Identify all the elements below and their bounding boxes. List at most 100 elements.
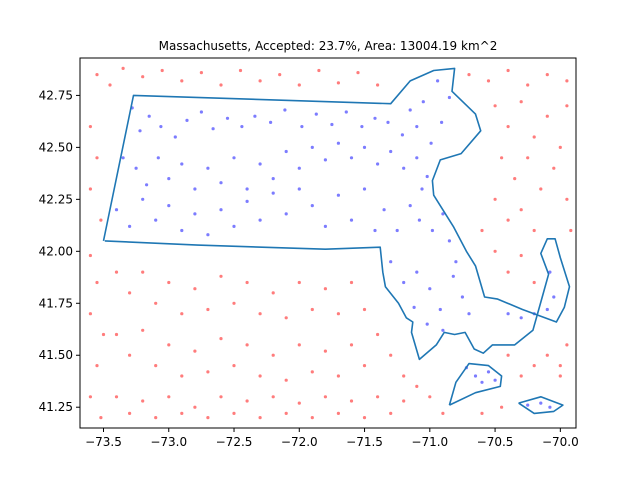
accepted-point (436, 79, 440, 83)
rejected-point (245, 343, 249, 347)
rejected-point (519, 253, 523, 258)
accepted-point (441, 212, 445, 216)
accepted-point (323, 158, 327, 162)
rejected-point (539, 187, 543, 191)
accepted-point (400, 133, 404, 137)
accepted-point (314, 112, 318, 116)
rejected-point (278, 73, 282, 77)
rejected-point (493, 104, 497, 108)
rejected-point (297, 401, 301, 405)
rejected-point (402, 399, 406, 403)
accepted-point (336, 193, 340, 197)
accepted-point (425, 174, 429, 179)
x-tick-label: −71.0 (411, 435, 448, 449)
accepted-point (420, 187, 424, 191)
rejected-point (323, 287, 327, 291)
accepted-point (167, 177, 171, 181)
plot-area (88, 66, 573, 420)
y-tick-label: 42.50 (39, 140, 73, 154)
rejected-point (389, 411, 393, 415)
accepted-point (336, 141, 340, 145)
rejected-point (362, 416, 367, 420)
rejected-point (493, 197, 497, 201)
rejected-point (500, 405, 504, 409)
accepted-point (245, 199, 249, 203)
rejected-point (154, 301, 158, 305)
rejected-point (258, 79, 262, 83)
accepted-point (323, 224, 327, 228)
rejected-point (108, 83, 112, 87)
rejected-point (500, 156, 504, 160)
rejected-point (532, 364, 536, 368)
rejected-point (232, 411, 236, 415)
x-tick-label: −73.5 (85, 435, 122, 449)
rejected-point (141, 399, 145, 403)
x-tick-label: −72.0 (281, 435, 318, 449)
rejected-point (88, 187, 92, 191)
rejected-point (245, 399, 249, 403)
accepted-point (154, 218, 158, 222)
accepted-point (219, 181, 223, 185)
accepted-point (134, 166, 138, 170)
rejected-point (545, 73, 549, 77)
rejected-point (558, 374, 562, 378)
rejected-point (245, 280, 249, 285)
accepted-point (344, 110, 348, 114)
rejected-point (513, 177, 517, 181)
accepted-point (141, 197, 145, 201)
rejected-point (128, 411, 132, 415)
rejected-point (154, 416, 158, 420)
accepted-point (421, 100, 425, 104)
accepted-point (493, 378, 497, 382)
accepted-point (389, 149, 393, 154)
accepted-point (519, 316, 523, 320)
x-tick-label: −70.0 (542, 435, 579, 449)
boundary-line (102, 67, 571, 361)
rejected-point (519, 100, 523, 104)
rejected-point (362, 307, 367, 312)
rejected-point (336, 374, 340, 378)
y-axis: 41.25 41.50 41.75 42.00 42.25 42.50 42.75 (39, 88, 80, 414)
accepted-point (386, 120, 390, 124)
rejected-point (206, 370, 210, 374)
rejected-point (141, 328, 145, 332)
accepted-point (225, 116, 230, 120)
accepted-point (415, 156, 419, 160)
rejected-point (141, 270, 145, 274)
rejected-point (336, 312, 340, 316)
accepted-point (167, 204, 171, 208)
rejected-point (297, 343, 301, 347)
rejected-point (428, 395, 432, 399)
accepted-point (454, 260, 458, 264)
rejected-point (480, 411, 484, 415)
rejected-point (258, 312, 262, 316)
rejected-point (310, 416, 314, 420)
rejected-point (99, 218, 103, 222)
rejected-point (506, 353, 510, 357)
x-tick-label: −73.0 (150, 435, 187, 449)
rejected-point (349, 343, 354, 347)
accepted-point (402, 166, 406, 170)
rejected-point (114, 270, 119, 274)
rejected-point (206, 416, 210, 420)
rejected-point (506, 125, 510, 129)
accepted-point (548, 405, 552, 409)
rejected-point (506, 218, 510, 222)
rejected-point (160, 68, 164, 73)
accepted-point (232, 224, 236, 228)
accepted-point (447, 95, 451, 100)
rejected-point (154, 364, 158, 368)
accepted-point (539, 401, 543, 405)
rejected-point (99, 416, 103, 420)
accepted-point (548, 270, 552, 274)
rejected-point (193, 287, 197, 291)
rejected-point (493, 249, 497, 253)
accepted-point (199, 110, 203, 114)
rejected-point (506, 270, 510, 274)
accepted-point (330, 122, 334, 127)
x-tick-label: −70.5 (477, 435, 514, 449)
rejected-point (310, 370, 314, 374)
rejected-point (284, 411, 288, 415)
accepted-point (382, 208, 386, 212)
accepted-point (258, 218, 262, 222)
